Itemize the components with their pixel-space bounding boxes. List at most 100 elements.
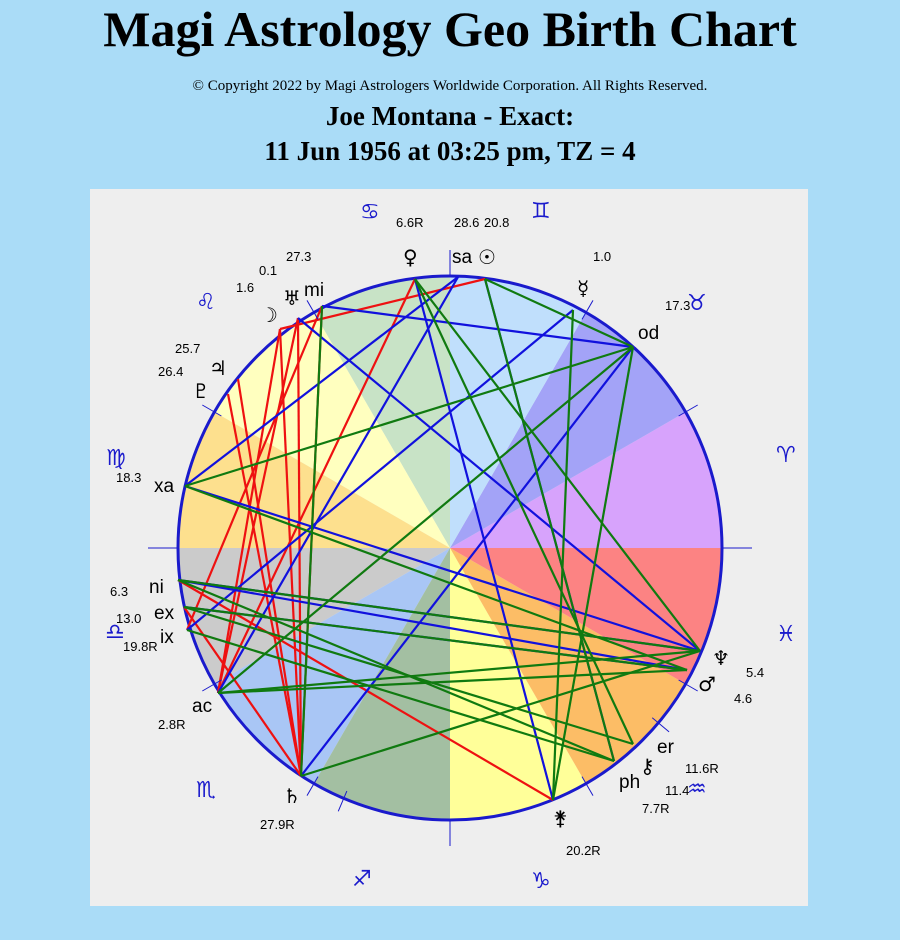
position-tick [651, 717, 670, 733]
aspect-line [185, 305, 324, 631]
pluto-degree: 26.4 [158, 364, 183, 379]
chart-datetime: 11 Jun 1956 at 03:25 pm, TZ = 4 [264, 136, 636, 166]
sun-icon: ☉ [478, 245, 496, 269]
juno-degree: 20.2R [566, 843, 601, 858]
aspect-line [217, 649, 701, 695]
aspect-line [177, 579, 554, 801]
moon-icon: ☽ [260, 303, 278, 327]
mars-icon: ♂ [698, 672, 716, 696]
position-tick [306, 300, 319, 320]
position-tick [306, 776, 319, 796]
birth-chart-panel: ♋ ♊ ♉ ♈ ♓ ♒ ♑ ♐ ♏ ♎ ♍ ♌ ♀ 6.6R ☉ 20.8 ☿ … [90, 189, 808, 906]
jupiter-degree: 25.7 [175, 341, 200, 356]
point-xa-label: xa [154, 476, 175, 497]
aspect-line [297, 317, 701, 652]
mercury-icon: ☿ [577, 276, 589, 300]
virgo-icon: ♍ [106, 446, 126, 471]
point-er-label: er [657, 737, 675, 758]
house-sector [450, 548, 586, 821]
saturn-degree: 27.9R [260, 817, 295, 832]
aspect-line [177, 578, 688, 672]
mercury-degree: 1.0 [593, 249, 611, 264]
position-tick [581, 300, 594, 320]
venus-degree: 6.6R [396, 215, 423, 230]
uranus-degree: 0.1 [259, 263, 277, 278]
house-sector [314, 276, 450, 548]
point-sa-degree: 28.6 [454, 215, 479, 230]
position-tick [202, 404, 222, 417]
gemini-icon: ♊ [531, 199, 551, 224]
point-ac-label: ac [192, 696, 212, 717]
aspect-line [177, 578, 615, 763]
aspect-line [414, 278, 701, 652]
aspect-line [217, 346, 634, 694]
aspect-line [184, 484, 688, 672]
aries-icon: ♈ [776, 443, 796, 468]
aspect-line [296, 317, 303, 777]
aspect-line [226, 393, 303, 777]
axis-lines [148, 250, 752, 846]
aspect-line [321, 304, 634, 349]
point-ni-degree: 6.3 [110, 584, 128, 599]
page-title: Magi Astrology Geo Birth Chart [103, 1, 797, 57]
point-mi-degree: 27.3 [286, 249, 311, 264]
position-tick [202, 679, 222, 692]
point-od-label: od [638, 323, 659, 344]
copyright-notice: © Copyright 2022 by Magi Astrologers Wor… [192, 78, 708, 94]
position-tick [678, 404, 698, 417]
aspect-line [186, 628, 615, 763]
neptune-degree: 5.4 [746, 665, 764, 680]
position-ticks [202, 300, 698, 812]
cancer-icon: ♋ [360, 200, 380, 225]
aspect-line [300, 649, 701, 778]
point-od-degree: 17.3 [665, 298, 690, 313]
point-ph-label: ph [619, 772, 640, 793]
aspect-line [217, 668, 688, 695]
house-sector [450, 548, 686, 784]
chart-subject: Joe Montana - Exact: [325, 101, 575, 131]
planet-labels: ♀ 6.6R ☉ 20.8 ☿ 1.0 ♆ 5.4 ♂ 4.6 ⚷ 11.6R … [158, 215, 764, 858]
moon-degree: 1.6 [236, 280, 254, 295]
aspect-line [236, 378, 303, 777]
point-labels: sa 28.6 od 17.3 er 11.4 ph 7.7R ac 2.8R … [110, 215, 690, 816]
aspect-line [483, 278, 616, 762]
point-er-degree: 11.4 [665, 783, 689, 798]
sagittarius-icon: ♐ [352, 867, 372, 892]
position-tick [337, 790, 348, 812]
aspect-line [216, 317, 300, 694]
aspect-line [278, 328, 303, 777]
point-sa-label: sa [452, 247, 473, 268]
point-ix-label: ix [160, 627, 174, 648]
jupiter-icon: ♃ [209, 356, 227, 380]
aquarius-icon: ♒ [687, 777, 707, 802]
position-tick [678, 679, 698, 692]
point-mi-label: mi [304, 280, 324, 301]
point-ex-label: ex [154, 603, 175, 624]
point-ac-degree: 2.8R [158, 717, 185, 732]
house-sector [214, 548, 450, 784]
pisces-icon: ♓ [776, 622, 796, 647]
juno-icon: ⚵ [553, 806, 568, 830]
taurus-icon: ♉ [687, 291, 707, 316]
aspect-line [551, 309, 575, 801]
aspect-line [177, 578, 701, 653]
aspect-line [484, 278, 634, 348]
aspect-lines [177, 276, 701, 801]
scorpio-icon: ♏ [196, 778, 216, 803]
point-ni-label: ni [149, 577, 164, 598]
uranus-icon: ♅ [283, 286, 301, 310]
aspect-line [184, 345, 634, 488]
libra-icon: ♎ [105, 620, 125, 645]
aspect-line [184, 484, 701, 653]
chiron-icon: ⚷ [640, 754, 655, 778]
pluto-icon: ♇ [192, 379, 210, 403]
point-ix-degree: 19.8R [123, 639, 158, 654]
position-tick [581, 776, 594, 796]
house-sector [450, 412, 722, 548]
aspect-line [217, 276, 459, 694]
aspect-line [299, 305, 324, 777]
aspect-line [300, 346, 634, 777]
point-ex-degree: 13.0 [116, 611, 141, 626]
mars-degree: 4.6 [734, 691, 752, 706]
saturn-icon: ♄ [283, 784, 301, 808]
